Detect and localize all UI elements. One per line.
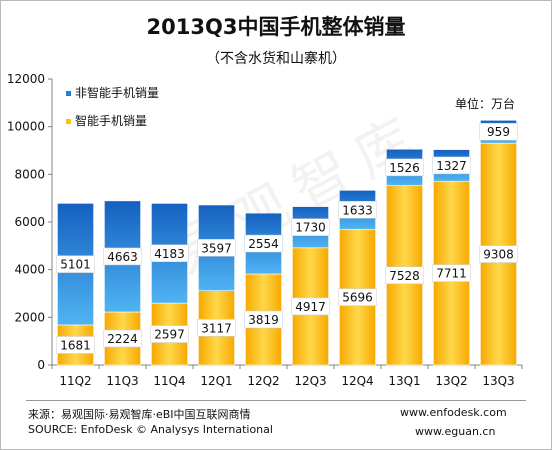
data-label-smart: 1681 [60, 338, 91, 352]
x-tick-label: 12Q1 [200, 374, 232, 388]
x-tick-label: 12Q3 [294, 374, 326, 388]
source-cn: 来源：易观国际·易观智库·eBI中国互联网商情 [28, 408, 251, 421]
source-en: SOURCE: EnfoDesk © Analysys Internationa… [28, 423, 273, 436]
data-label-smart-box [197, 319, 236, 337]
data-label-non-smart: 4663 [107, 250, 138, 264]
legend-swatch-icon [66, 119, 71, 124]
data-label-non-smart-box [197, 239, 236, 257]
site-link-eguan[interactable]: www.eguan.cn [415, 425, 496, 438]
data-label-smart-box [150, 325, 189, 343]
data-label-smart: 3819 [248, 313, 279, 327]
data-label-non-smart: 5101 [60, 258, 91, 272]
data-label-smart: 2224 [107, 332, 138, 346]
data-label-smart: 5696 [342, 291, 373, 305]
legend-label-smart: 智能手机销量 [75, 114, 148, 128]
data-label-smart-box [56, 336, 95, 354]
x-tick-label: 13Q3 [482, 374, 514, 388]
data-label-non-smart: 1730 [295, 221, 326, 235]
x-tick-label: 13Q2 [435, 374, 467, 388]
data-label-smart-box [291, 297, 330, 316]
data-label-smart-box [338, 288, 377, 306]
x-tick-label: 13Q1 [388, 374, 420, 388]
data-label-non-smart: 3597 [201, 241, 232, 255]
data-label-non-smart: 1633 [342, 203, 373, 217]
data-label-smart-box [479, 245, 518, 263]
data-label-smart: 4917 [295, 300, 326, 314]
data-label-non-smart: 1526 [389, 161, 420, 175]
site-link-enfodesk[interactable]: www.enfodesk.com [400, 406, 507, 419]
x-tick-label: 11Q3 [106, 374, 138, 388]
data-label-non-smart-box [291, 218, 330, 236]
legend-item-smart: 智能手机销量 [66, 112, 147, 129]
x-tick-label: 11Q4 [153, 374, 185, 388]
data-label-smart: 3117 [201, 321, 232, 335]
y-tick-label: 12000 [7, 72, 45, 86]
data-label-smart-box [244, 310, 283, 329]
chart-title: 2013Q3中国手机整体销量 [146, 15, 406, 39]
data-label-non-smart-box [338, 201, 377, 219]
y-tick-label: 10000 [7, 120, 45, 134]
data-label-non-smart: 2554 [248, 237, 279, 251]
y-tick-label: 2000 [14, 310, 45, 324]
data-label-smart: 7711 [436, 267, 467, 281]
legend-swatch-icon [66, 91, 71, 96]
y-tick-label: 4000 [14, 263, 45, 277]
data-label-non-smart-box [56, 255, 95, 273]
data-label-non-smart-box [150, 244, 189, 263]
data-label-non-smart-box [244, 234, 283, 253]
data-label-smart-box [432, 264, 471, 282]
legend-item-non-smart: 非智能手机销量 [66, 84, 159, 101]
data-label-non-smart-box [103, 247, 142, 266]
data-label-non-smart: 959 [487, 125, 510, 139]
data-label-smart-box [385, 266, 424, 285]
y-tick-label: 8000 [14, 167, 45, 181]
data-label-non-smart-box [432, 156, 471, 175]
data-label-smart-box [103, 329, 142, 348]
y-tick-label: 0 [37, 358, 45, 372]
chart-subtitle: （不含水货和山寨机） [206, 51, 346, 67]
unit-label: 单位：万台 [455, 97, 516, 111]
data-label-non-smart: 4183 [154, 247, 185, 261]
data-label-smart: 7528 [389, 269, 420, 283]
legend-label-non-smart: 非智能手机销量 [75, 86, 160, 100]
footer-divider [26, 400, 526, 401]
data-label-smart: 9308 [483, 248, 514, 262]
x-tick-label: 12Q2 [247, 374, 279, 388]
data-label-non-smart-box [479, 122, 518, 141]
data-label-non-smart: 1327 [436, 159, 467, 173]
x-tick-label: 12Q4 [341, 374, 373, 388]
y-tick-label: 6000 [14, 215, 45, 229]
data-label-smart: 2597 [154, 328, 185, 342]
data-label-non-smart-box [385, 158, 424, 177]
x-tick-label: 11Q2 [59, 374, 91, 388]
